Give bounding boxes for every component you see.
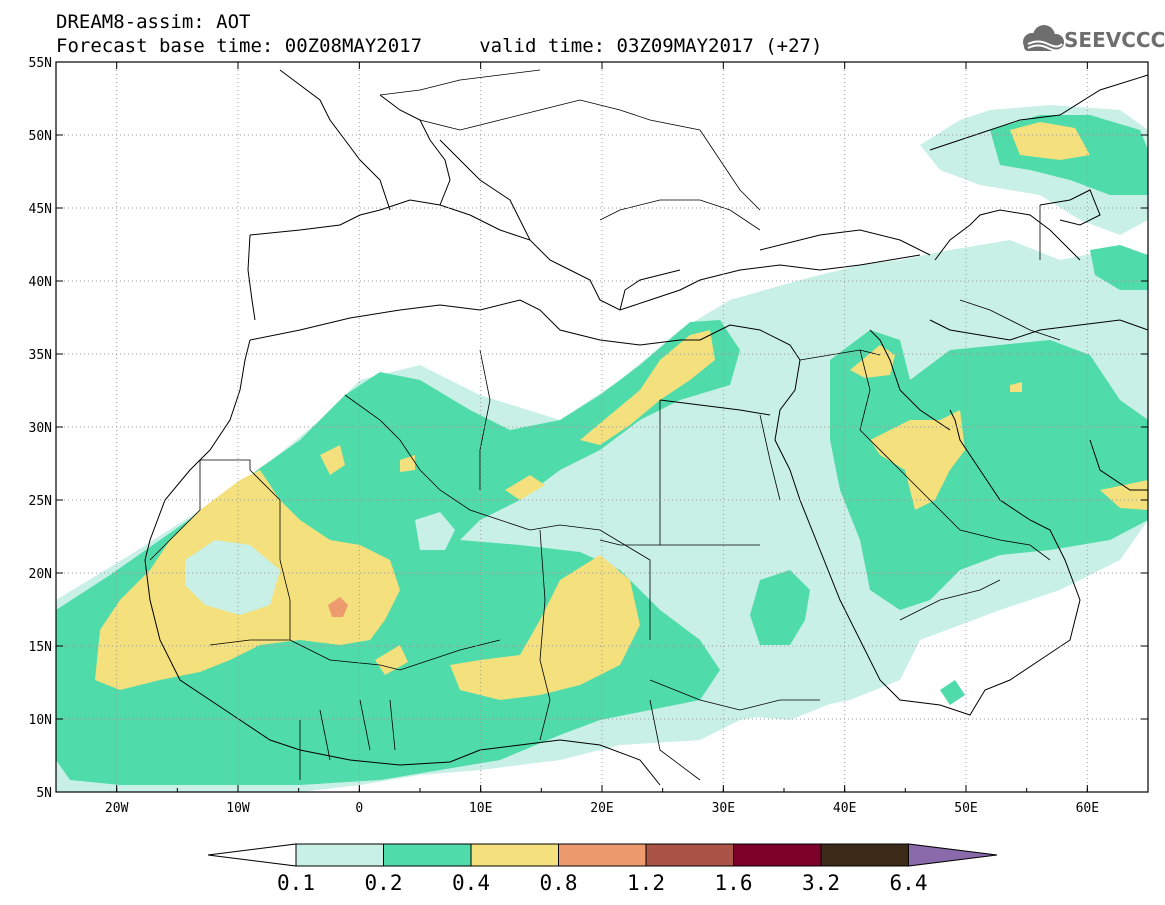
colorbar-label: 1.6 <box>715 871 753 895</box>
colorbar-box <box>295 843 384 867</box>
country-borders <box>149 69 1061 781</box>
colorbar-box <box>383 843 472 867</box>
lat-label: 5N <box>36 786 52 801</box>
colorbar-label: 6.4 <box>890 871 928 895</box>
lon-label: 20W <box>105 801 129 816</box>
lon-label: 60E <box>1076 801 1099 816</box>
colorbar-box <box>470 843 559 867</box>
longitude-labels: 20W 10W 0 10E 20E 30E 40E 50E 60E <box>105 801 1099 816</box>
map-title: DREAM8-assim: AOT <box>56 11 251 33</box>
lat-label: 55N <box>29 56 52 71</box>
colorbar-box <box>733 843 822 867</box>
lat-label: 15N <box>29 640 52 655</box>
coastlines <box>144 69 1148 786</box>
colorbar-box <box>645 843 734 867</box>
forecast-time-label: Forecast base time: 00Z08MAY2017 valid t… <box>56 35 823 57</box>
lon-label: 10E <box>469 801 492 816</box>
gridlines <box>56 62 1148 792</box>
lat-label: 25N <box>29 494 52 509</box>
lon-label: 20E <box>590 801 613 816</box>
colorbar-label: 3.2 <box>802 871 840 895</box>
lat-label: 40N <box>29 275 52 290</box>
lat-label: 45N <box>29 202 52 217</box>
aot-holes <box>185 512 455 615</box>
colorbar-left-arrow <box>207 843 297 867</box>
lat-label: 50N <box>29 129 52 144</box>
lat-label: 20N <box>29 567 52 582</box>
cloud-icon <box>1023 25 1064 52</box>
lat-label: 10N <box>29 713 52 728</box>
latitude-labels: 55N 50N 45N 40N 35N 30N 25N 20N 15N 10N 5N <box>29 56 52 801</box>
seevccc-logo-text: SEEVCCC <box>1064 28 1165 52</box>
lon-label: 0 <box>355 801 363 816</box>
lon-label: 40E <box>833 801 856 816</box>
lon-label: 50E <box>954 801 977 816</box>
lat-label: 35N <box>29 348 52 363</box>
axis-ticks <box>55 61 1149 793</box>
colorbar-right-arrow <box>908 843 998 867</box>
colorbar-box <box>820 843 909 867</box>
lon-label: 30E <box>712 801 735 816</box>
colorbar-label: 0.4 <box>452 871 490 895</box>
colorbar-label: 0.1 <box>277 871 315 895</box>
colorbar-label: 0.2 <box>365 871 403 895</box>
colorbar-label: 1.2 <box>627 871 665 895</box>
colorbar-label: 0.8 <box>540 871 578 895</box>
colorbar-box <box>558 843 647 867</box>
lon-label: 10W <box>226 801 250 816</box>
aot-band-0.8 <box>328 597 348 617</box>
aot-field <box>56 105 1148 792</box>
lat-label: 30N <box>29 421 52 436</box>
